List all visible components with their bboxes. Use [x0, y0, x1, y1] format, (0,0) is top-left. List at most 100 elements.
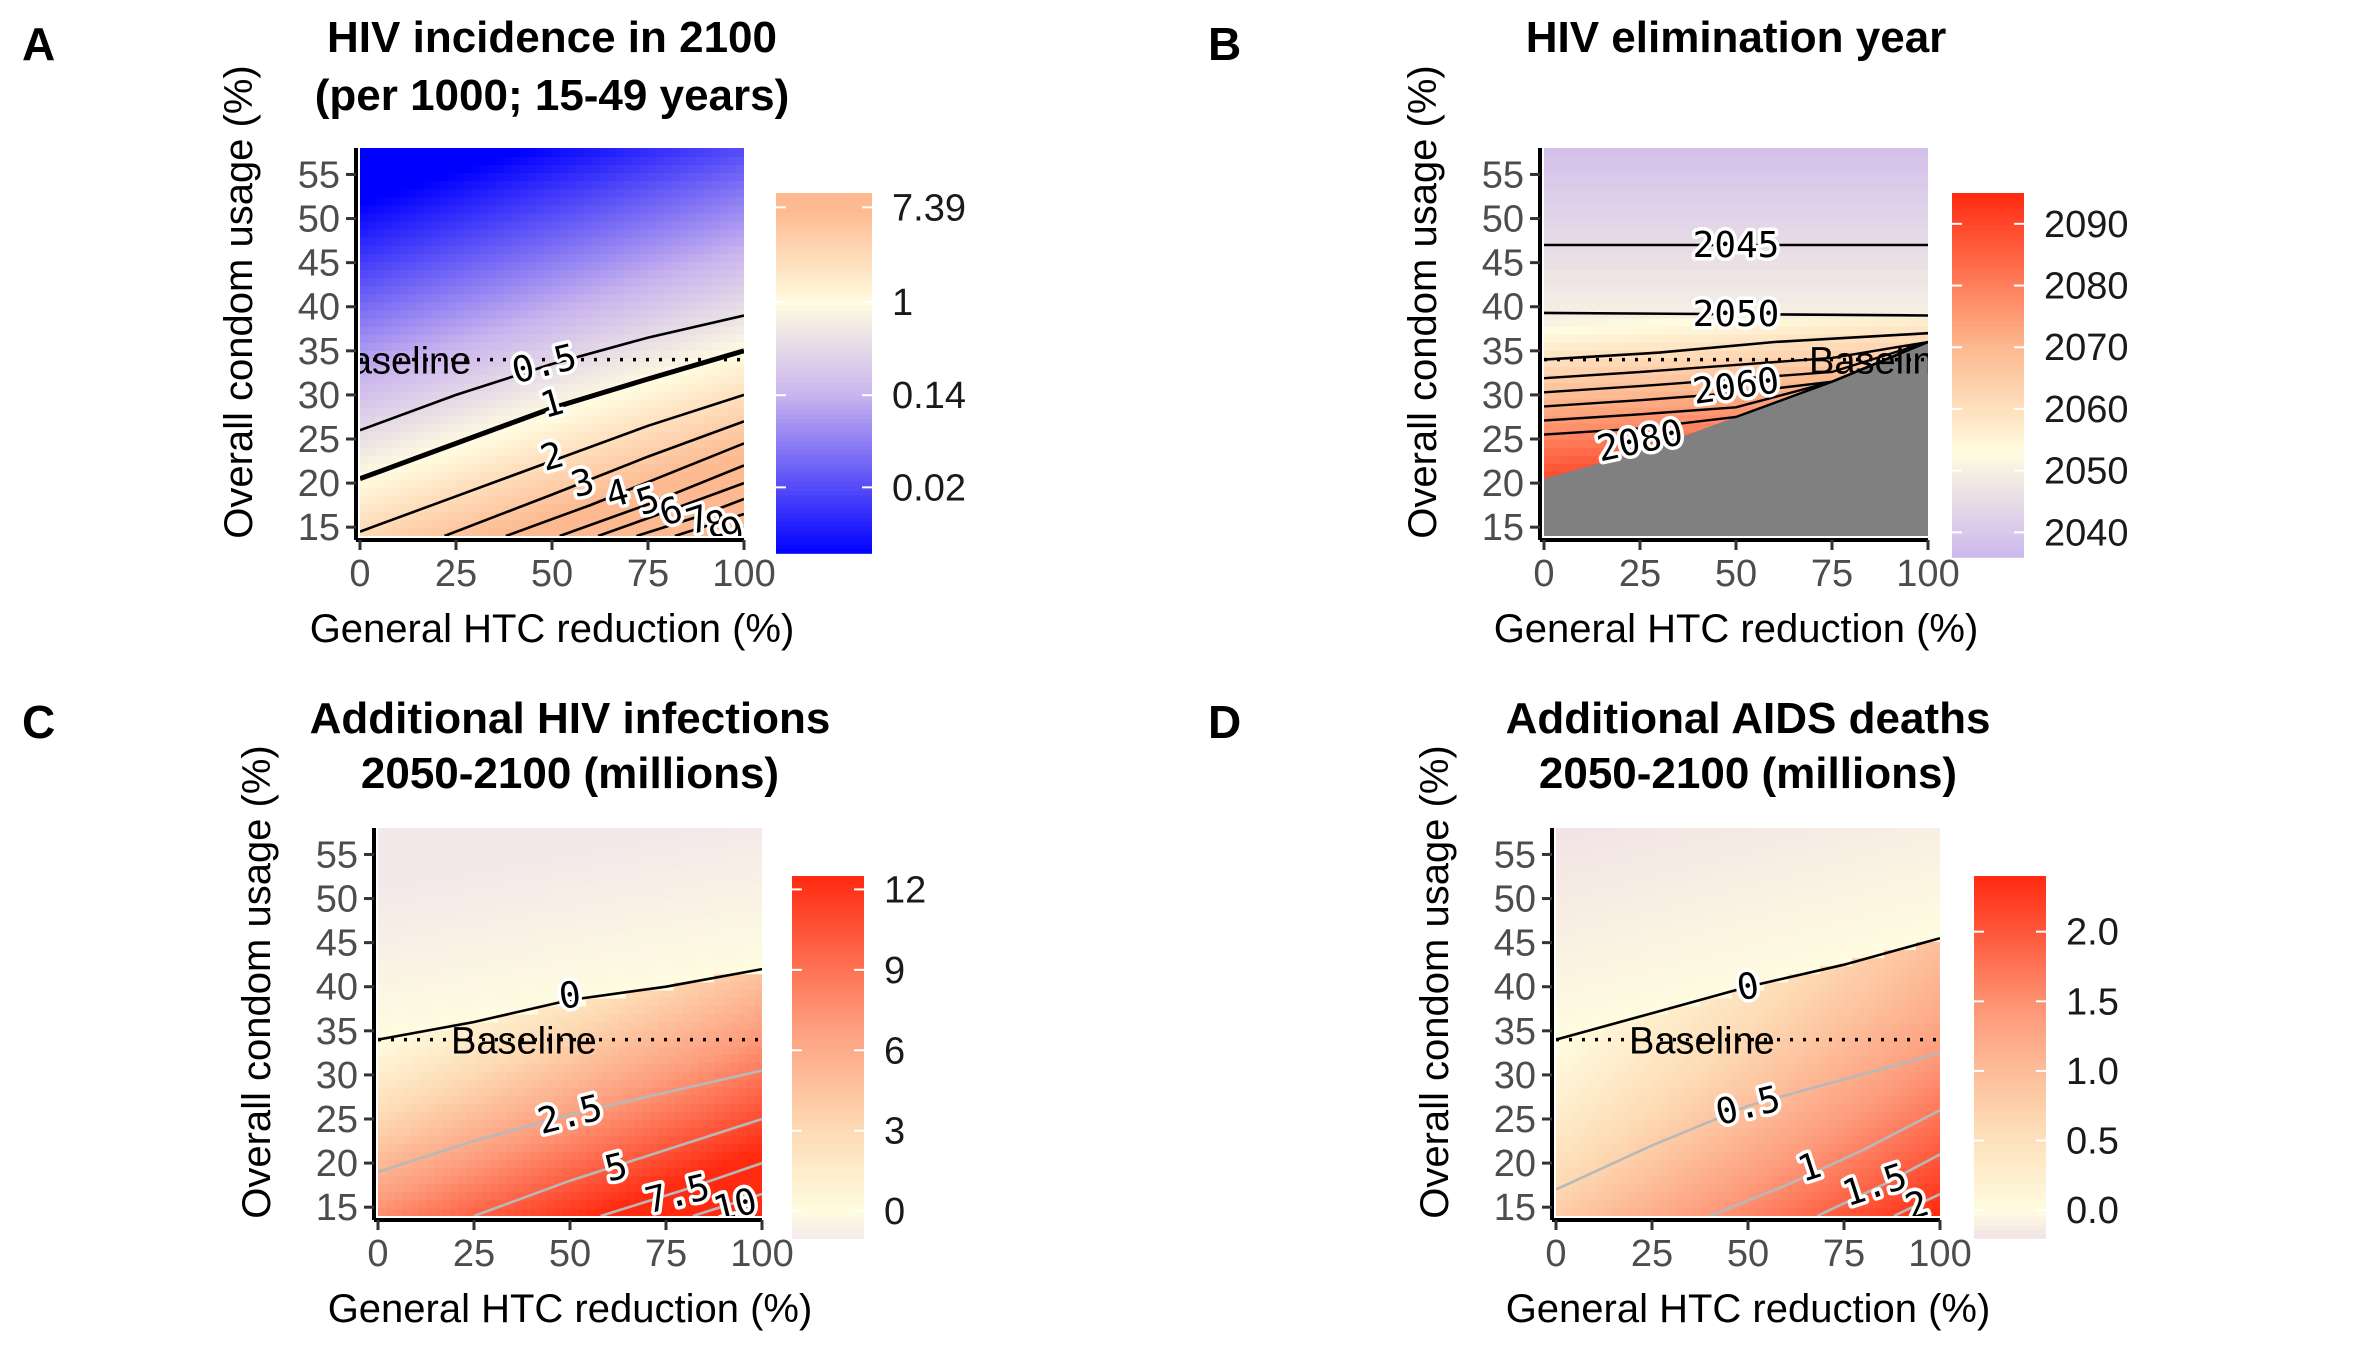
y-axis-title: Overall condom usage (%) [1413, 745, 1457, 1219]
legend-tick-label: 1.0 [2066, 1051, 2119, 1093]
panel-title: 2050-2100 (millions) [361, 749, 779, 798]
y-tick-label: 25 [298, 419, 340, 461]
x-tick-label: 100 [730, 1233, 793, 1275]
x-tick-label: 50 [1727, 1233, 1769, 1275]
legend-tick-label: 12 [884, 869, 926, 911]
x-tick-label: 75 [1811, 553, 1853, 595]
y-tick-label: 25 [1494, 1099, 1536, 1141]
y-tick-label: 15 [298, 507, 340, 549]
legend-tick-label: 3 [884, 1111, 905, 1153]
y-tick-label: 50 [1494, 879, 1536, 921]
contour-line-0.5 [360, 314, 744, 432]
legend-colorbar: 12 9 6 3 0 [792, 869, 926, 1239]
panel-title: HIV incidence in 2100 [327, 13, 777, 62]
y-tick-label: 35 [298, 331, 340, 373]
panel-b: HIV elimination yearBaseline204520502060… [1401, 13, 2129, 651]
contour-line-10 [692, 1192, 762, 1216]
x-tick-label: 100 [1896, 553, 1959, 595]
y-tick-label: 15 [1494, 1187, 1536, 1229]
legend-tick-label: 9 [884, 950, 905, 992]
contour-line-9 [712, 525, 744, 536]
legend-tick-label: 7.39 [892, 187, 966, 229]
panel-title: 2050-2100 (millions) [1539, 749, 1957, 798]
legend-tick-label: 0 [884, 1191, 905, 1233]
legend-colorbar: 2.0 1.5 1.0 0.5 0.0 [1974, 876, 2119, 1239]
baseline-label: Baseline [326, 341, 472, 383]
panel-title: (per 1000; 15-49 years) [315, 71, 790, 120]
contour-line-7 [636, 497, 744, 536]
x-axis-title: General HTC reduction (%) [1506, 1287, 1991, 1331]
x-tick-label: 100 [1908, 1233, 1971, 1275]
legend-colorbar: 7.39 1 0.14 0.02 [776, 187, 966, 554]
contour-line-3 [444, 420, 744, 536]
legend-tick-label: 2090 [2044, 204, 2129, 246]
contour-line-minor [1544, 340, 1928, 380]
panel-title: HIV elimination year [1526, 13, 1947, 62]
panel-a: HIV incidence in 2100 (per 1000; 15-49 ye… [217, 13, 966, 651]
contour-label: 2050 [1693, 294, 1780, 335]
y-tick-label: 45 [1494, 923, 1536, 965]
y-tick-label: 30 [316, 1055, 358, 1097]
y-tick-label: 25 [1482, 419, 1524, 461]
not-eliminated-region [1544, 342, 1928, 536]
contour-line-1 [360, 348, 744, 482]
contour-line-0 [1556, 936, 1940, 1041]
heatmap-fill [360, 148, 744, 536]
x-tick-label: 75 [627, 553, 669, 595]
y-axis-title: Overall condom usage (%) [217, 65, 261, 539]
legend-tick-label: 2040 [2044, 512, 2129, 554]
legend-tick-label: 0.5 [2066, 1121, 2119, 1163]
contour-line-minor [1544, 340, 1928, 394]
y-tick-label: 25 [316, 1099, 358, 1141]
panel-title: Additional AIDS deaths [1506, 694, 1991, 743]
y-tick-label: 50 [316, 879, 358, 921]
legend-tick-label: 0.0 [2066, 1190, 2119, 1232]
contour-line-2 [1893, 1192, 1940, 1216]
y-axis-title: Overall condom usage (%) [1401, 65, 1445, 539]
y-tick-label: 45 [316, 923, 358, 965]
legend-tick-label: 0.02 [892, 467, 966, 509]
y-tick-label: 35 [1482, 331, 1524, 373]
x-axis-title: General HTC reduction (%) [328, 1287, 813, 1331]
y-tick-label: 15 [316, 1187, 358, 1229]
legend-tick-label: 2060 [2044, 389, 2129, 431]
y-tick-label: 45 [1482, 243, 1524, 285]
x-tick-label: 100 [712, 553, 775, 595]
y-tick-label: 40 [1482, 287, 1524, 329]
heatmap-fill [378, 828, 762, 1216]
contour-line-8 [674, 512, 744, 536]
x-tick-label: 0 [1533, 553, 1554, 595]
x-tick-label: 50 [549, 1233, 591, 1275]
x-tick-label: 50 [531, 553, 573, 595]
contour-line-6 [597, 481, 744, 536]
y-tick-label: 15 [1482, 507, 1524, 549]
y-tick-label: 50 [298, 199, 340, 241]
y-tick-label: 35 [316, 1011, 358, 1053]
x-tick-label: 75 [645, 1233, 687, 1275]
panel-title: Additional HIV infections [310, 694, 831, 743]
y-tick-label: 30 [1494, 1055, 1536, 1097]
contour-line-0 [378, 967, 762, 1041]
y-tick-label: 20 [1494, 1143, 1536, 1185]
y-tick-label: 20 [298, 463, 340, 505]
legend-tick-label: 2080 [2044, 266, 2129, 308]
contour-line-2060 [1544, 331, 1928, 361]
baseline-label: Baseline [451, 1021, 597, 1063]
y-tick-label: 40 [316, 967, 358, 1009]
x-tick-label: 25 [453, 1233, 495, 1275]
legend-tick-label: 2070 [2044, 327, 2129, 369]
x-tick-label: 25 [1631, 1233, 1673, 1275]
heatmap-fill [1544, 148, 1928, 536]
contour-line-5 [559, 464, 744, 536]
x-axis-title: General HTC reduction (%) [1494, 607, 1979, 651]
baseline-label: Baseline [1629, 1021, 1775, 1063]
x-tick-label: 25 [435, 553, 477, 595]
panel-letter-a: A [22, 18, 55, 70]
contour-line-2 [360, 393, 744, 533]
x-tick-label: 0 [1545, 1233, 1566, 1275]
contour-line-0.5 [1556, 1051, 1940, 1191]
y-tick-label: 20 [316, 1143, 358, 1185]
y-tick-label: 35 [1494, 1011, 1536, 1053]
panel-letter-b: B [1208, 18, 1241, 70]
